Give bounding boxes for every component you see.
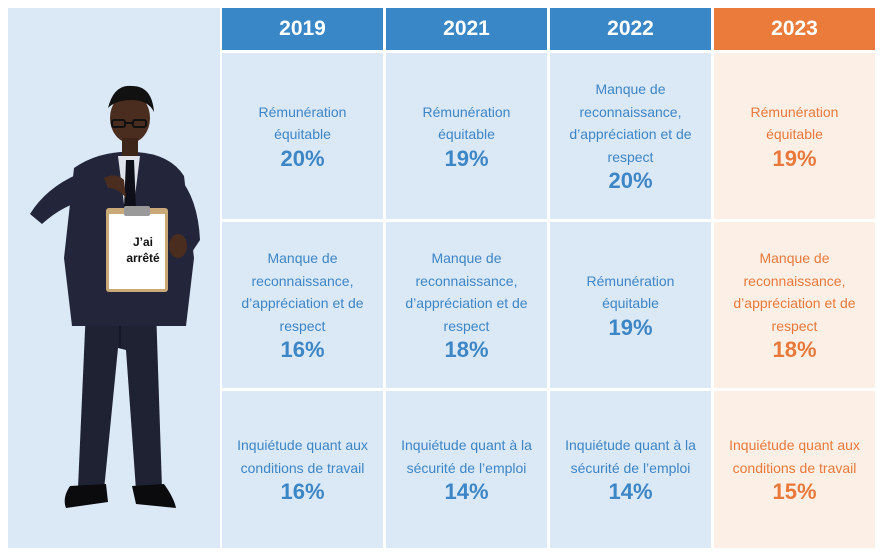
cell-2022-rank-3: Inquiétude quant à la sécurité de l’emplo… (550, 391, 711, 548)
cell-2023-rank-3: Inquiétude quant aux conditions de travai… (714, 391, 875, 548)
reason-percent: 16% (280, 337, 325, 362)
reason-label-line: respect (771, 317, 818, 334)
sign-line-2: arrêté (126, 251, 160, 265)
reason-percent: 14% (608, 479, 653, 504)
reason-label-line: conditions de travail (240, 459, 365, 476)
cell-2023-rank-2: Manque de reconnaissance, d’appréciation e… (714, 222, 875, 388)
reason-label-line: conditions de travail (732, 459, 857, 476)
reason-label-line: Manque de (595, 81, 666, 97)
reason-percent: 20% (280, 145, 325, 171)
cell-2021-rank-1: Rémunération équitable 19% (386, 53, 547, 219)
reason-label-line: Manque de (431, 250, 502, 266)
reasons-table: 2019 Rémunération équitable 20% Manque de r… (222, 8, 875, 548)
reason-label-line: d’appréciation et de (733, 295, 856, 311)
reason-label-line: équitable (602, 295, 659, 311)
reason-label: Rémunération équitable (423, 101, 511, 146)
reason-percent: 16% (280, 479, 325, 504)
reason-percent: 19% (444, 145, 489, 171)
reason-label-line: reconnaissance, (579, 103, 682, 120)
reason-label-line: Rémunération (422, 103, 511, 120)
reason-percent: 14% (444, 479, 489, 504)
reason-label-line: Rémunération (586, 272, 675, 289)
reason-label-line: respect (607, 148, 654, 165)
reason-label-line: Inquiétude quant aux (729, 437, 860, 453)
reason-label: Manque de reconnaissance, d’appréciation e… (405, 247, 527, 337)
reason-label: Rémunération équitable (587, 270, 675, 315)
reason-label: Manque de reconnaissance, d’appréciation e… (569, 78, 691, 168)
reason-label-line: d’appréciation et de (405, 295, 528, 311)
reason-label-line: respect (443, 317, 490, 334)
reason-label: Inquiétude quant à la sécurité de l’emplo… (565, 434, 696, 479)
reason-label: Inquiétude quant à la sécurité de l’emplo… (401, 434, 532, 479)
reason-percent: 19% (608, 314, 653, 340)
year-header-2022: 2022 (550, 8, 711, 50)
reason-label-line: équitable (438, 126, 495, 142)
reason-percent: 18% (772, 337, 817, 362)
reason-label: Inquiétude quant aux conditions de travai… (729, 434, 860, 479)
reason-label-line: Rémunération (258, 103, 347, 120)
reason-percent: 15% (772, 479, 817, 504)
reason-label-line: Inquiétude quant à la (401, 437, 532, 453)
reason-label-line: sécurité de l’emploi (570, 459, 691, 476)
reason-label-line: respect (279, 317, 326, 334)
cell-2021-rank-2: Manque de reconnaissance, d’appréciation e… (386, 222, 547, 388)
reason-label-line: reconnaissance, (743, 272, 846, 289)
column-2022: 2022 Manque de reconnaissance, d’appréciat… (550, 8, 711, 548)
year-header-2019: 2019 (222, 8, 383, 50)
reason-label-line: Manque de (759, 250, 830, 266)
year-header-2023: 2023 (714, 8, 875, 50)
reason-label: Rémunération équitable (259, 101, 347, 146)
reason-label: Manque de reconnaissance, d’appréciation e… (733, 247, 855, 337)
reason-label-line: Rémunération (750, 103, 839, 120)
reason-percent: 19% (772, 145, 817, 171)
reason-percent: 18% (444, 337, 489, 362)
reason-label-line: Inquiétude quant aux (237, 437, 368, 453)
sign-text: J’ai arrêté (116, 234, 170, 266)
reason-label-line: reconnaissance, (415, 272, 518, 289)
column-2021: 2021 Rémunération équitable 19% Manque de r… (386, 8, 547, 548)
cell-2023-rank-1: Rémunération équitable 19% (714, 53, 875, 219)
reason-label-line: d’appréciation et de (569, 126, 692, 142)
cell-2019-rank-2: Manque de reconnaissance, d’appréciation e… (222, 222, 383, 388)
reason-label-line: équitable (766, 126, 823, 142)
photo-panel: J’ai arrêté (8, 8, 220, 548)
cell-2021-rank-3: Inquiétude quant à la sécurité de l’emplo… (386, 391, 547, 548)
reason-label-line: d’appréciation et de (241, 295, 364, 311)
cell-2022-rank-1: Manque de reconnaissance, d’appréciation e… (550, 53, 711, 219)
reason-label: Manque de reconnaissance, d’appréciation e… (241, 247, 363, 337)
column-2019: 2019 Rémunération équitable 20% Manque de r… (222, 8, 383, 548)
reason-percent: 20% (608, 168, 653, 193)
sign-line-1: J’ai (132, 235, 153, 249)
man-holding-sign-illustration (30, 85, 200, 508)
reason-label-line: reconnaissance, (251, 272, 354, 289)
reason-label-line: équitable (274, 126, 331, 142)
cell-2019-rank-1: Rémunération équitable 20% (222, 53, 383, 219)
reason-label: Rémunération équitable (751, 101, 839, 146)
column-2023: 2023 Rémunération équitable 19% Manque de r… (714, 8, 875, 548)
year-header-2021: 2021 (386, 8, 547, 50)
reason-label-line: sécurité de l’emploi (406, 459, 527, 476)
reason-label-line: Inquiétude quant à la (565, 437, 696, 453)
reason-label-line: Manque de (267, 250, 338, 266)
reason-label: Inquiétude quant aux conditions de travai… (237, 434, 368, 479)
cell-2019-rank-3: Inquiétude quant aux conditions de travai… (222, 391, 383, 548)
cell-2022-rank-2: Rémunération équitable 19% (550, 222, 711, 388)
